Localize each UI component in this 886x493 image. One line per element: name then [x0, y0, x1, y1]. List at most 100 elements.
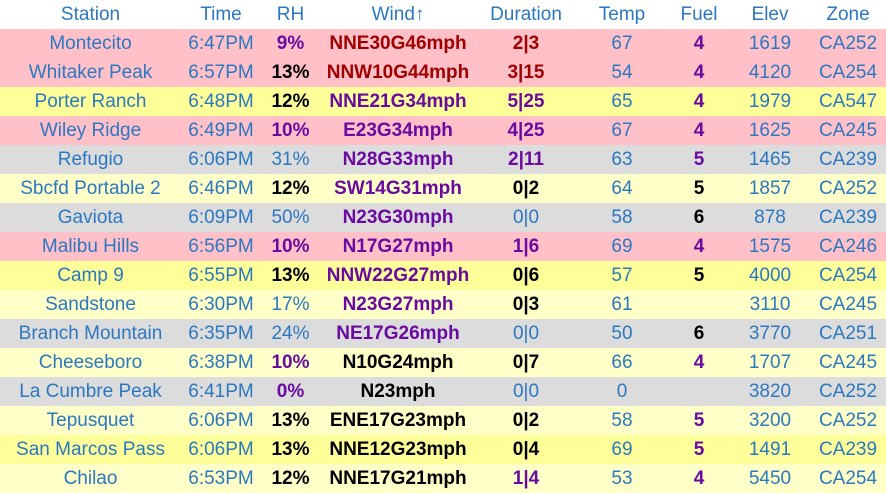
header-cell: Duration: [490, 3, 562, 25]
table-row: Porter Ranch 6:48PM 12% NNE21G34mph 5|25 65 4 1…: [0, 87, 886, 116]
cell: CA245: [818, 293, 878, 315]
cell: CA245: [818, 351, 878, 373]
cell: 5: [693, 177, 705, 199]
cell: San Marcos Pass: [16, 438, 165, 460]
cell: Branch Mountain: [18, 322, 163, 344]
cell: 4: [693, 235, 705, 257]
cell: 6:41PM: [188, 380, 254, 402]
cell: 6:47PM: [188, 32, 254, 54]
cell: 4: [693, 351, 705, 373]
cell: 5: [693, 409, 705, 431]
cell: Gaviota: [57, 206, 124, 228]
cell: 1857: [748, 177, 792, 199]
cell: 4: [693, 90, 705, 112]
cell: 6:06PM: [188, 409, 254, 431]
cell: Montecito: [49, 32, 132, 54]
cell: 66: [611, 351, 633, 373]
cell: 6:38PM: [188, 351, 254, 373]
header-cell: Temp: [598, 3, 646, 25]
cell: 0|7: [512, 351, 540, 373]
cell: 1465: [748, 148, 792, 170]
cell: 6:56PM: [188, 235, 254, 257]
cell: 1491: [748, 438, 792, 460]
cell: CA252: [818, 32, 878, 54]
cell: CA239: [818, 148, 878, 170]
cell: N28G33mph: [342, 148, 454, 170]
cell: CA254: [818, 61, 878, 83]
cell: 1707: [748, 351, 792, 373]
cell: Malibu Hills: [41, 235, 140, 257]
cell: 1|4: [512, 467, 540, 489]
cell: N23G27mph: [342, 293, 454, 315]
table-row: Chilao 6:53PM 12% NNE17G21mph 1|4 53 4 5450 CA25…: [0, 464, 886, 493]
cell: 17%: [271, 293, 310, 315]
cell: 53: [611, 467, 633, 489]
cell: CA547: [818, 90, 878, 112]
cell: 6:57PM: [188, 61, 254, 83]
cell: 50%: [271, 206, 310, 228]
cell: 64: [611, 177, 633, 199]
cell: 13%: [271, 61, 310, 83]
cell: 4000: [748, 264, 792, 286]
cell: 4: [693, 119, 705, 141]
cell: 63: [611, 148, 633, 170]
cell: 58: [611, 206, 633, 228]
cell: NNE12G23mph: [329, 438, 467, 460]
cell: 1|6: [512, 235, 540, 257]
cell: Refugio: [57, 148, 124, 170]
cell: 1625: [748, 119, 792, 141]
cell: 5: [693, 264, 705, 286]
cell: 6:53PM: [188, 467, 254, 489]
cell: 65: [611, 90, 633, 112]
cell: 67: [611, 119, 633, 141]
table-row: Gaviota 6:09PM 50% N23G30mph 0|0 58 6 878 CA239: [0, 203, 886, 232]
table-row: Malibu Hills 6:56PM 10% N17G27mph 1|6 69 4 1575…: [0, 232, 886, 261]
table-row: Sandstone 6:30PM 17% N23G27mph 0|3 61 3110 CA24…: [0, 290, 886, 319]
cell: CA254: [818, 264, 878, 286]
cell: 4|25: [507, 119, 545, 141]
cell: Camp 9: [57, 264, 124, 286]
cell: 0|3: [512, 293, 540, 315]
cell: N10G24mph: [342, 351, 454, 373]
cell: 6: [693, 206, 705, 228]
cell: 4: [693, 467, 705, 489]
header-cell: Zone: [826, 3, 870, 25]
cell: N23mph: [360, 380, 436, 402]
table-row: Sbcfd Portable 2 6:46PM 12% SW14G31mph 0|2 64…: [0, 174, 886, 203]
cell: 6:46PM: [188, 177, 254, 199]
cell: Whitaker Peak: [28, 61, 153, 83]
cell: CA246: [818, 235, 878, 257]
cell: 1575: [748, 235, 792, 257]
cell: 0|4: [512, 438, 540, 460]
cell: 10%: [271, 235, 310, 257]
table-body: Montecito 6:47PM 9% NNE30G46mph 2|3 67 4 1619 CA…: [0, 29, 886, 493]
cell: 6: [693, 322, 705, 344]
header-cell: Wind↑: [371, 3, 425, 25]
table-row: Montecito 6:47PM 9% NNE30G46mph 2|3 67 4 1619 CA…: [0, 29, 886, 58]
cell: 3770: [748, 322, 792, 344]
cell: 9%: [276, 32, 305, 54]
cell: [668, 377, 730, 406]
table-row: Whitaker Peak 6:57PM 13% NNW10G44mph 3|15 54 4…: [0, 58, 886, 87]
cell: 0: [616, 380, 628, 402]
cell: 3200: [748, 409, 792, 431]
cell: 4: [693, 32, 705, 54]
cell: CA252: [818, 177, 878, 199]
table-row: Cheeseboro 6:38PM 10% N10G24mph 0|7 66 4 1707 CA…: [0, 348, 886, 377]
cell: 0|0: [512, 322, 540, 344]
cell: N17G27mph: [342, 235, 454, 257]
cell: NNE30G46mph: [329, 32, 467, 54]
cell: 1979: [748, 90, 792, 112]
cell: NNW10G44mph: [326, 61, 470, 83]
cell: NE17G26mph: [336, 322, 460, 344]
cell: 10%: [271, 351, 310, 373]
table-row: San Marcos Pass 6:06PM 13% NNE12G23mph 0|4 69…: [0, 435, 886, 464]
cell: CA239: [818, 206, 878, 228]
cell: 3110: [749, 293, 791, 315]
cell: 58: [611, 409, 633, 431]
cell: 6:09PM: [188, 206, 254, 228]
cell: 6:06PM: [188, 148, 254, 170]
cell: 5: [693, 438, 705, 460]
cell: 12%: [271, 177, 310, 199]
